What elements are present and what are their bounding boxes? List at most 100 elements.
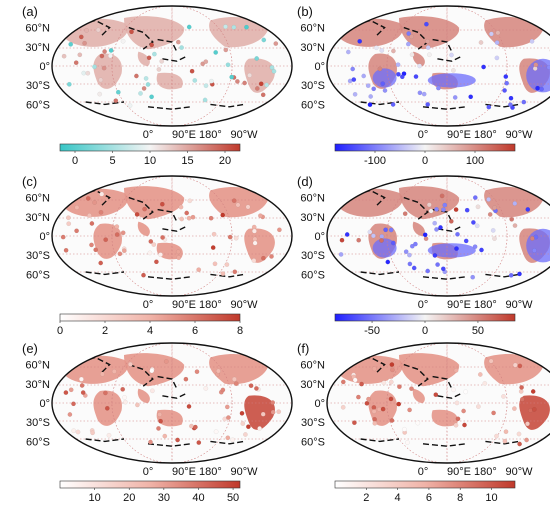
station-dot (390, 102, 396, 107)
station-dot (388, 396, 394, 402)
coastline (80, 19, 111, 38)
station-dot (120, 230, 126, 236)
station-dot (344, 232, 350, 237)
longitude-label: 90°E (447, 129, 471, 141)
station-dot (494, 40, 500, 45)
station-dot (502, 438, 508, 444)
station-dot (428, 208, 434, 214)
station-dot (74, 205, 80, 210)
longitude-gridline (111, 6, 233, 126)
colorbar-tick-label: 0 (72, 155, 78, 167)
latitude-label: 60°N (25, 23, 50, 35)
station-dot (472, 195, 478, 200)
station-dot (508, 272, 514, 278)
colorbar-tick-label: 50 (472, 325, 484, 337)
station-dot (85, 70, 91, 76)
land-region (156, 242, 183, 260)
latitude-label: 30°S (301, 417, 325, 429)
colorbar-tick-label: 100 (466, 155, 484, 167)
colorbar-tick-label: 15 (181, 155, 193, 167)
station-dot (159, 58, 165, 64)
longitude-label: 90°E (447, 299, 471, 311)
station-dot (390, 367, 395, 373)
coastline (485, 103, 520, 108)
station-dot (248, 383, 254, 389)
station-dot (492, 236, 497, 241)
station-dot (432, 253, 438, 258)
station-dot (338, 252, 344, 257)
station-dot (224, 404, 230, 410)
land-region (484, 17, 543, 48)
negative-region (372, 238, 397, 258)
longitude-label: 0° (143, 129, 154, 141)
station-dot (519, 396, 525, 402)
station-dot (98, 77, 104, 83)
station-dot (111, 369, 117, 374)
station-dot (158, 418, 163, 424)
station-dot (233, 381, 239, 387)
station-dot (225, 62, 231, 68)
land-region (209, 187, 268, 218)
longitude-label: 0° (418, 466, 429, 478)
station-dot (258, 213, 263, 219)
station-dot (212, 261, 218, 267)
station-dot (528, 408, 533, 413)
coastline (432, 375, 453, 389)
map-outline (326, 175, 550, 297)
station-dot (163, 359, 169, 364)
station-dot (73, 60, 79, 66)
coastline (403, 26, 429, 50)
colorbar (334, 313, 516, 322)
station-dot (257, 426, 262, 431)
station-dot (407, 407, 412, 413)
station-dot (71, 401, 76, 407)
station-dot (474, 223, 480, 229)
station-dot (434, 206, 439, 212)
station-dot (380, 406, 386, 412)
longitude-label: 90°E (172, 299, 196, 311)
longitude-label: 0° (143, 466, 154, 478)
station-dot (158, 252, 163, 258)
station-dot (377, 66, 383, 72)
station-dot (371, 366, 377, 372)
colorbar (334, 480, 516, 489)
station-dot (407, 252, 412, 258)
colorbar-tick-label: -100 (364, 155, 386, 167)
colorbar-tick-label: 0 (57, 325, 63, 337)
map-outline (326, 5, 550, 127)
colorbar-tick-label: 40 (192, 492, 204, 504)
colorbar (334, 143, 516, 152)
latitude-label: 30°S (26, 417, 50, 429)
colorbar-tick-label: 10 (144, 155, 156, 167)
station-dot (453, 422, 459, 428)
station-dot (84, 28, 89, 33)
longitude-label: 180° (474, 466, 497, 478)
station-dot (229, 74, 235, 80)
station-dot (224, 262, 230, 267)
map-content (52, 6, 292, 126)
station-dot (254, 86, 260, 91)
station-dot (546, 65, 550, 70)
station-dot (81, 70, 87, 76)
map-panel-b: (b) 60°N 30°N 0° 30°S 60°S 0° 90°E 180° 90°W -100 0… (297, 4, 550, 167)
station-dot (230, 437, 235, 443)
coastline (360, 438, 400, 443)
station-dot (246, 424, 251, 430)
station-dot (512, 362, 518, 368)
station-dot (210, 245, 216, 250)
station-dot (77, 52, 83, 58)
station-dot (108, 48, 114, 53)
map-panel-d: (d) 60°N 30°N 0° 30°S 60°S 0° 90°E 180° 90°W -50 0 5… (297, 174, 550, 337)
station-dot (421, 91, 427, 97)
coastline (432, 38, 453, 52)
coastline (403, 196, 429, 220)
station-dot (508, 102, 513, 108)
station-dot (120, 386, 126, 392)
station-dot (122, 395, 127, 400)
station-dot (417, 63, 422, 69)
station-dot (516, 431, 522, 437)
panel-label: (a) (22, 4, 38, 19)
station-dot (372, 420, 378, 426)
station-dot (117, 251, 123, 257)
station-dot (129, 29, 134, 35)
